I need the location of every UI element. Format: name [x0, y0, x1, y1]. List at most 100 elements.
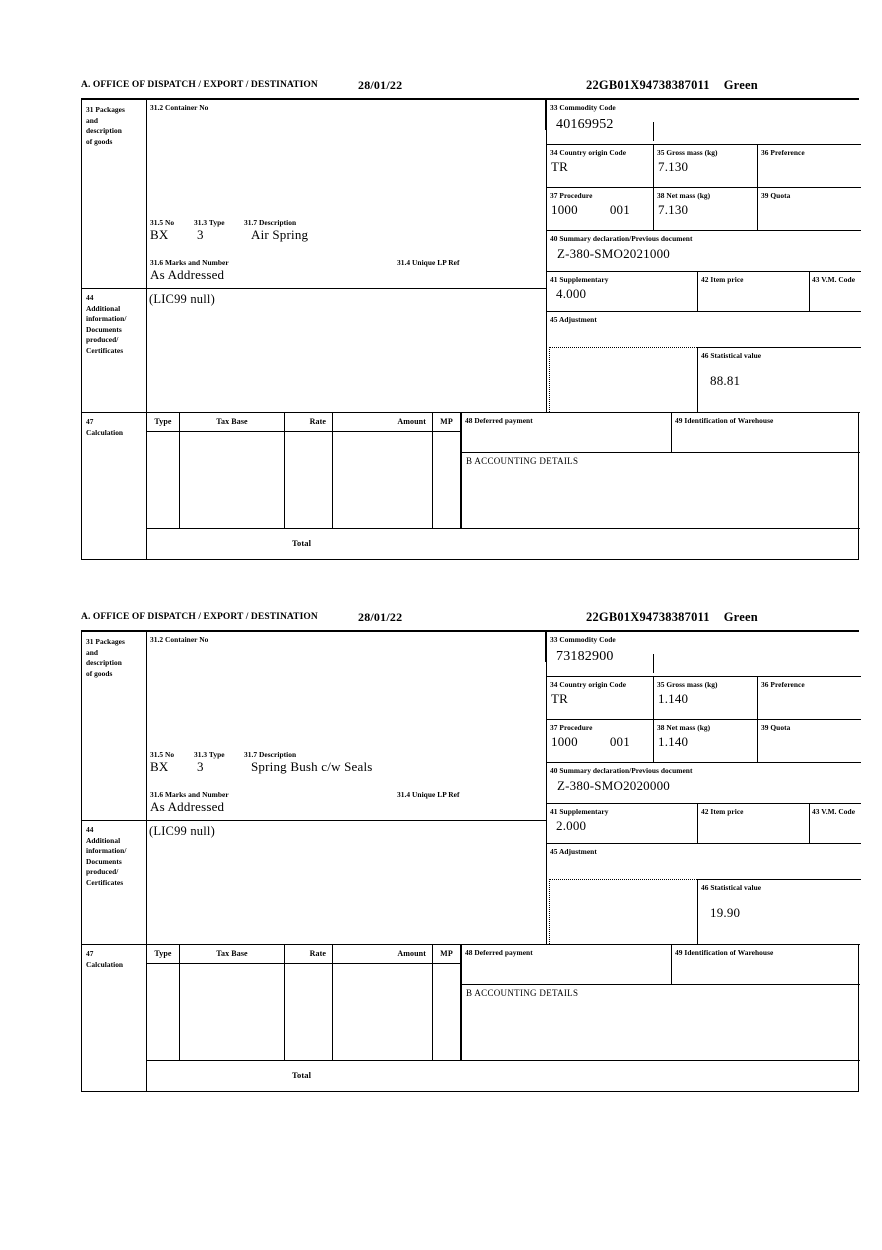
box31-5-no-label: 31.5 No — [150, 750, 175, 759]
box34-label: 34 Country origin Code — [550, 147, 627, 157]
box35-value: 1.140 — [658, 690, 689, 706]
box39-label: 39 Quota — [761, 722, 791, 732]
block-header: A. OFFICE OF DISPATCH / EXPORT / DESTINA… — [81, 78, 861, 98]
box31-5-no-label: 31.5 No — [150, 218, 175, 227]
calc-column-rate: Rate — [285, 413, 333, 528]
box34-country-origin-code: 34 Country origin Code TR — [547, 145, 653, 188]
box-label-rail: 31 Packages and description of goods 44 Addi… — [82, 100, 147, 559]
box37-value-group: 1000 001 — [547, 200, 653, 218]
declaration-frame: 31 Packages and description of goods 44 Addi… — [81, 630, 861, 1092]
box-b-accounting-details: B ACCOUNTING DETAILS — [461, 985, 860, 1060]
right-field-stack: 33 Commodity Code 40169952 34 Country or… — [546, 100, 861, 412]
box47-calculation-table: Type Tax Base Rate Amount MP 48 Deferred… — [147, 944, 860, 1092]
box43-label: 43 V.M. Code — [812, 806, 856, 816]
box49-label: 49 Identification of Warehouse — [675, 415, 774, 425]
box37-value2: 001 — [609, 201, 630, 217]
calc-column-mp: MP — [433, 413, 461, 528]
box39-quota: 39 Quota — [757, 720, 861, 763]
box49-value — [672, 957, 860, 960]
box49-identification-of-warehouse: 49 Identification of Warehouse — [671, 413, 860, 453]
box47-rail-label: 47 Calculation — [86, 949, 124, 969]
box41-supplementary: 41 Supplementary 4.000 — [547, 272, 697, 312]
box44-rail-label: 44 Additional information/Documents produce… — [86, 825, 127, 887]
box34-country-origin-code: 34 Country origin Code TR — [547, 677, 653, 720]
box31-3-type-label: 31.3 Type — [194, 750, 225, 759]
box36-preference: 36 Preference — [757, 677, 861, 720]
box44-additional-information: (LIC99 null) — [147, 820, 860, 944]
declaration-block: A. OFFICE OF DISPATCH / EXPORT / DESTINA… — [81, 610, 861, 1092]
box31-5-no-value: BX — [150, 759, 169, 774]
box40-value: Z-380-SMO2020000 — [557, 777, 670, 793]
box45-dotted-separator-vertical — [549, 347, 550, 412]
box42-label: 42 Item price — [701, 806, 744, 816]
box-b-accounting-details: B ACCOUNTING DETAILS — [461, 453, 860, 528]
box33-commodity-code: 33 Commodity Code 73182900 — [547, 632, 861, 677]
box49-label: 49 Identification of Warehouse — [675, 947, 774, 957]
box38-label: 38 Net mass (kg) — [657, 190, 711, 200]
mrn-value: 22GB01X94738387011 — [586, 610, 710, 624]
box33-value: 73182900 — [556, 648, 614, 664]
box33-value: 40169952 — [556, 116, 614, 132]
box36-label: 36 Preference — [761, 147, 805, 157]
box34-label: 34 Country origin Code — [550, 679, 627, 689]
box34-value: TR — [551, 690, 569, 706]
box31-packages-description: 31.2 Container No 32 Item 3 31.5 No 31.3… — [147, 100, 860, 288]
box43-vm-code: 43 V.M. Code — [809, 804, 861, 844]
calc-column-type: Type — [147, 413, 180, 528]
box48-value — [462, 957, 671, 960]
calc-header-mp: MP — [433, 413, 460, 432]
box-b-label: B ACCOUNTING DETAILS — [466, 988, 579, 998]
box47-rail-label: 47 Calculation — [86, 417, 124, 437]
box44-value: (LIC99 null) — [149, 292, 215, 306]
box40-summary-declaration: 40 Summary declaration/Previous document… — [547, 763, 861, 804]
declaration-frame: 31 Packages and description of goods 44 Addi… — [81, 98, 861, 560]
mrn-and-route: 22GB01X94738387011 Green — [586, 78, 758, 93]
calc-column-rate: Rate — [285, 945, 333, 1060]
box39-value — [758, 732, 861, 735]
calc-header-amount: Amount — [333, 945, 432, 964]
box48-value — [462, 425, 671, 428]
box42-item-price: 42 Item price — [697, 804, 809, 844]
box35-gross-mass: 35 Gross mass (kg) 7.130 — [653, 145, 757, 188]
box31-6-marks-label: 31.6 Marks and Number — [150, 790, 229, 799]
box38-net-mass: 38 Net mass (kg) 1.140 — [653, 720, 757, 763]
calc-header-type: Type — [147, 413, 179, 432]
calc-column-amount: Amount — [333, 945, 433, 1060]
office-of-dispatch-label: A. OFFICE OF DISPATCH / EXPORT / DESTINA… — [81, 612, 318, 622]
calc-header-tax-base: Tax Base — [180, 945, 284, 964]
box-b-value — [462, 466, 860, 469]
box42-value — [698, 816, 809, 819]
calc-header-amount: Amount — [333, 413, 432, 432]
calc-total-row: Total — [147, 528, 860, 561]
box45-label: 45 Adjustment — [550, 846, 597, 856]
box33-commodity-code: 33 Commodity Code 40169952 — [547, 100, 861, 145]
box40-value: Z-380-SMO2021000 — [557, 245, 670, 261]
box45-dotted-separator-vertical — [549, 879, 550, 944]
box40-label: 40 Summary declaration/Previous document — [550, 765, 693, 775]
box40-summary-declaration: 40 Summary declaration/Previous document… — [547, 231, 861, 272]
box37-procedure: 37 Procedure 1000 001 — [547, 720, 653, 763]
declaration-date: 28/01/22 — [358, 610, 403, 624]
box35-value: 7.130 — [658, 158, 689, 174]
calc-header-rate: Rate — [285, 413, 332, 432]
box47-calculation-table: Type Tax Base Rate Amount MP 48 Deferred… — [147, 412, 860, 560]
box46-statistical-value: 46 Statistical value 88.81 — [697, 347, 861, 412]
calc-total-row: Total — [147, 1060, 860, 1093]
box31-rail-label: 31 Packages and description of goods — [86, 105, 125, 146]
block-header: A. OFFICE OF DISPATCH / EXPORT / DESTINA… — [81, 610, 861, 630]
commodity-code-divider-tick — [653, 122, 654, 141]
declaration-block: A. OFFICE OF DISPATCH / EXPORT / DESTINA… — [81, 78, 861, 560]
box41-value: 2.000 — [556, 817, 587, 833]
box31-7-description-value: Air Spring — [251, 227, 309, 242]
box35-label: 35 Gross mass (kg) — [657, 147, 718, 157]
box36-preference: 36 Preference — [757, 145, 861, 188]
box38-value: 7.130 — [658, 201, 689, 217]
box31-4-lp-ref-label: 31.4 Unique LP Ref — [397, 258, 460, 267]
box31-3-type-value: 3 — [197, 759, 204, 774]
box45-adjustment: 45 Adjustment — [547, 844, 861, 879]
box37-label: 37 Procedure — [550, 722, 593, 732]
right-field-stack: 33 Commodity Code 73182900 34 Country or… — [546, 632, 861, 944]
rail-divider — [82, 412, 147, 413]
box39-quota: 39 Quota — [757, 188, 861, 231]
